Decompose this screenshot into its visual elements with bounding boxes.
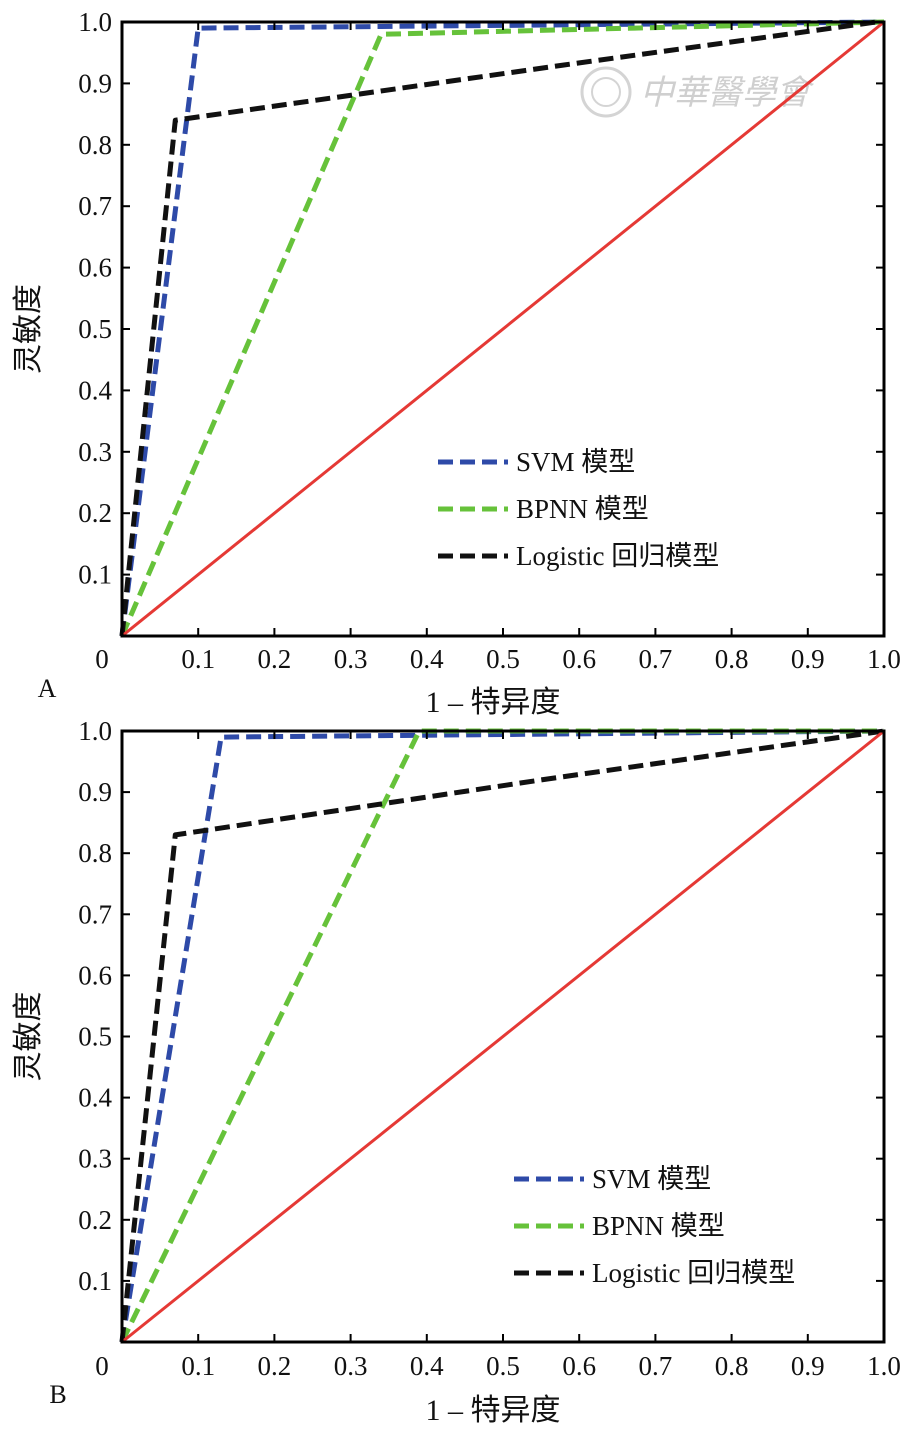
y-tick-label: 0.2 — [78, 1205, 112, 1235]
series-line-bpnn — [119, 728, 884, 1344]
series-line-bpnn — [119, 19, 885, 637]
y-tick-label: 0.7 — [78, 191, 112, 221]
roc-panel-a: 中華醫學會 0 0.1 0.2 0.3 0.4 0.5 0.6 0.7 0.8 0.9 1.0 0.1 0… — [12, 7, 901, 719]
x-tick-label: 0.6 — [562, 644, 596, 674]
x-tick-label: 0.7 — [639, 644, 673, 674]
panel-label: B — [49, 1380, 66, 1409]
legend-label: Logistic 回归模型 — [592, 1258, 795, 1288]
x-tick-label: 0.8 — [715, 644, 749, 674]
reference-diagonal-line — [121, 20, 885, 638]
x-tick-label: 0.2 — [258, 644, 292, 674]
x-tick-label: 0.9 — [791, 1351, 825, 1381]
y-axis-label: 灵敏度 — [12, 284, 45, 374]
watermark-text: 中華醫學會 — [640, 75, 815, 112]
y-tick-label: 0.3 — [78, 437, 112, 467]
series-line-logistic — [119, 728, 885, 1343]
x-tick-label: 0.4 — [410, 1351, 444, 1381]
x-tick-label: 0 — [95, 1351, 109, 1381]
watermark-seal-icon — [580, 66, 632, 118]
x-axis-label: 1 – 特异度 — [426, 686, 561, 719]
legend-label: BPNN 模型 — [592, 1211, 725, 1241]
x-tick-label: 0.1 — [181, 1351, 215, 1381]
x-tick-label: 0.5 — [486, 1351, 520, 1381]
x-tick-label: 0.3 — [334, 1351, 368, 1381]
y-tick-label: 0.9 — [78, 777, 112, 807]
y-tick-label: 0.5 — [78, 314, 112, 344]
legend-label: Logistic 回归模型 — [516, 541, 719, 571]
series-line-svm — [119, 728, 885, 1343]
y-tick-label: 0.7 — [78, 899, 112, 929]
watermark: 中華醫學會 — [580, 66, 815, 118]
y-tick-label: 0.6 — [78, 253, 112, 283]
y-tick-label: 0.8 — [78, 130, 112, 160]
y-tick-label: 0.9 — [78, 68, 112, 98]
legend: SVM 模型 BPNN 模型 Logistic 回归模型 — [438, 447, 719, 571]
x-tick-label: 0 — [95, 644, 109, 674]
panel-label: A — [38, 674, 57, 703]
x-tick-label: 0.1 — [181, 644, 215, 674]
legend-label: SVM 模型 — [516, 447, 635, 477]
legend-label: BPNN 模型 — [516, 494, 649, 524]
y-tick-label: 0.2 — [78, 498, 112, 528]
watermark-seal-inner — [591, 77, 621, 107]
y-tick-label: 0.3 — [78, 1144, 112, 1174]
y-tick-label: 1.0 — [78, 716, 112, 746]
y-tick-label: 0.6 — [78, 960, 112, 990]
x-tick-label: 0.3 — [334, 644, 368, 674]
x-tick-label: 0.4 — [410, 644, 444, 674]
y-tick-label: 0.8 — [78, 838, 112, 868]
x-tick-label: 0.8 — [715, 1351, 749, 1381]
y-tick-label: 1.0 — [78, 7, 112, 37]
x-tick-label: 0.2 — [258, 1351, 292, 1381]
y-tick-label: 0.1 — [78, 1266, 112, 1296]
x-tick-label: 1.0 — [867, 644, 901, 674]
y-tick-label: 0.5 — [78, 1022, 112, 1052]
y-axis-label: 灵敏度 — [12, 992, 45, 1082]
reference-diagonal-line — [121, 729, 885, 1344]
x-tick-label: 0.5 — [486, 644, 520, 674]
roc-panel-b: 0 0.1 0.2 0.3 0.4 0.5 0.6 0.7 0.8 0.9 1.0 0.1 0.2 0.3… — [12, 716, 901, 1427]
y-tick-label: 0.4 — [78, 1083, 112, 1113]
x-tick-label: 1.0 — [867, 1351, 901, 1381]
x-tick-label: 0.9 — [791, 644, 825, 674]
x-tick-label: 0.6 — [562, 1351, 596, 1381]
y-tick-label: 0.1 — [78, 560, 112, 590]
x-tick-label: 0.7 — [639, 1351, 673, 1381]
y-tick-label: 0.4 — [78, 375, 112, 405]
x-axis-label: 1 – 特异度 — [426, 1394, 561, 1427]
legend-label: SVM 模型 — [592, 1164, 711, 1194]
series-line-logistic — [119, 19, 877, 637]
legend: SVM 模型 BPNN 模型 Logistic 回归模型 — [514, 1164, 795, 1288]
